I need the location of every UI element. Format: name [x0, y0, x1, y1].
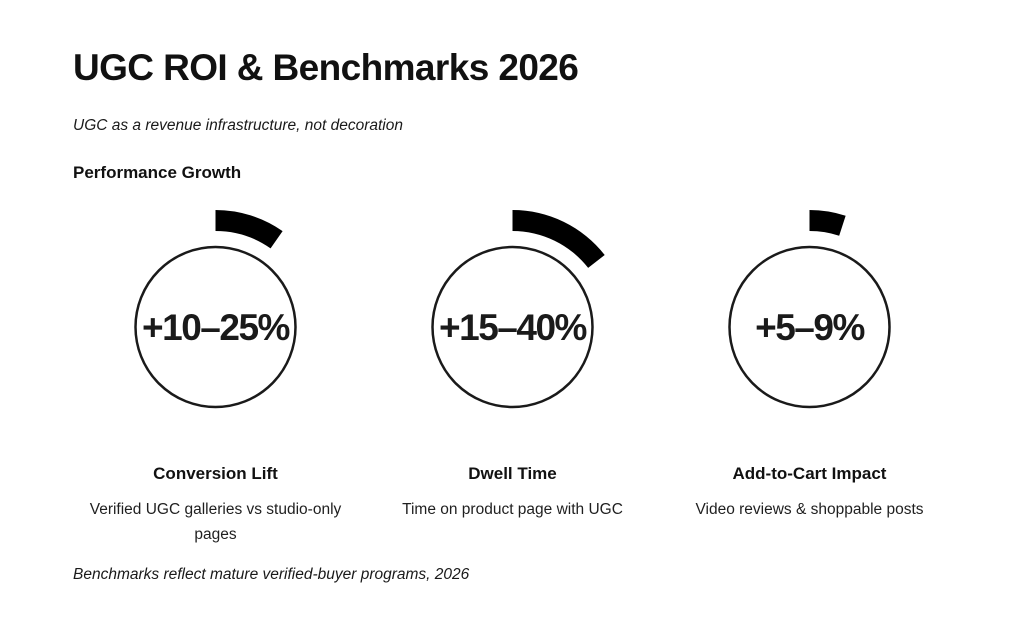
infographic: UGC ROI & Benchmarks 2026 UGC as a reven… — [67, 47, 984, 583]
page-subtitle: UGC as a revenue infrastructure, not dec… — [73, 117, 403, 134]
metric-description: Verified UGC galleries vs studio-only pa… — [89, 501, 342, 543]
gauge-circle — [431, 245, 594, 409]
gauge-dwell-time: +15–40% Dwell Time Time on product page … — [364, 200, 661, 547]
metric-name: Conversion Lift — [153, 464, 278, 483]
gauge-arc — [809, 210, 846, 236]
gauge-circle — [728, 245, 891, 409]
section-heading: Performance Growth — [73, 163, 242, 182]
page-title: UGC ROI & Benchmarks 2026 — [73, 47, 579, 88]
gauge-figure: +15–40% — [431, 210, 605, 409]
gauge-value: +10–25% — [142, 307, 289, 348]
gauge-value: +5–9% — [755, 307, 864, 348]
gauges-row: +10–25% Conversion Lift Verified UGC gal… — [67, 200, 984, 547]
gauge-circle — [134, 245, 297, 409]
metric-description: Time on product page with UGC — [402, 501, 623, 518]
gauge-arc — [512, 210, 605, 268]
gauge-conversion-lift: +10–25% Conversion Lift Verified UGC gal… — [67, 200, 364, 547]
gauge-add-to-cart: +5–9% Add-to-Cart Impact Video reviews &… — [661, 200, 958, 547]
footnote: Benchmarks reflect mature verified-buyer… — [73, 566, 470, 583]
metric-name: Dwell Time — [468, 464, 557, 483]
gauge-value: +15–40% — [439, 307, 586, 348]
metric-description: Video reviews & shoppable posts — [695, 501, 924, 518]
gauge-figure: +10–25% — [134, 210, 297, 409]
gauge-figure: +5–9% — [728, 210, 891, 409]
gauge-arc — [215, 210, 283, 249]
metric-name: Add-to-Cart Impact — [732, 464, 887, 483]
